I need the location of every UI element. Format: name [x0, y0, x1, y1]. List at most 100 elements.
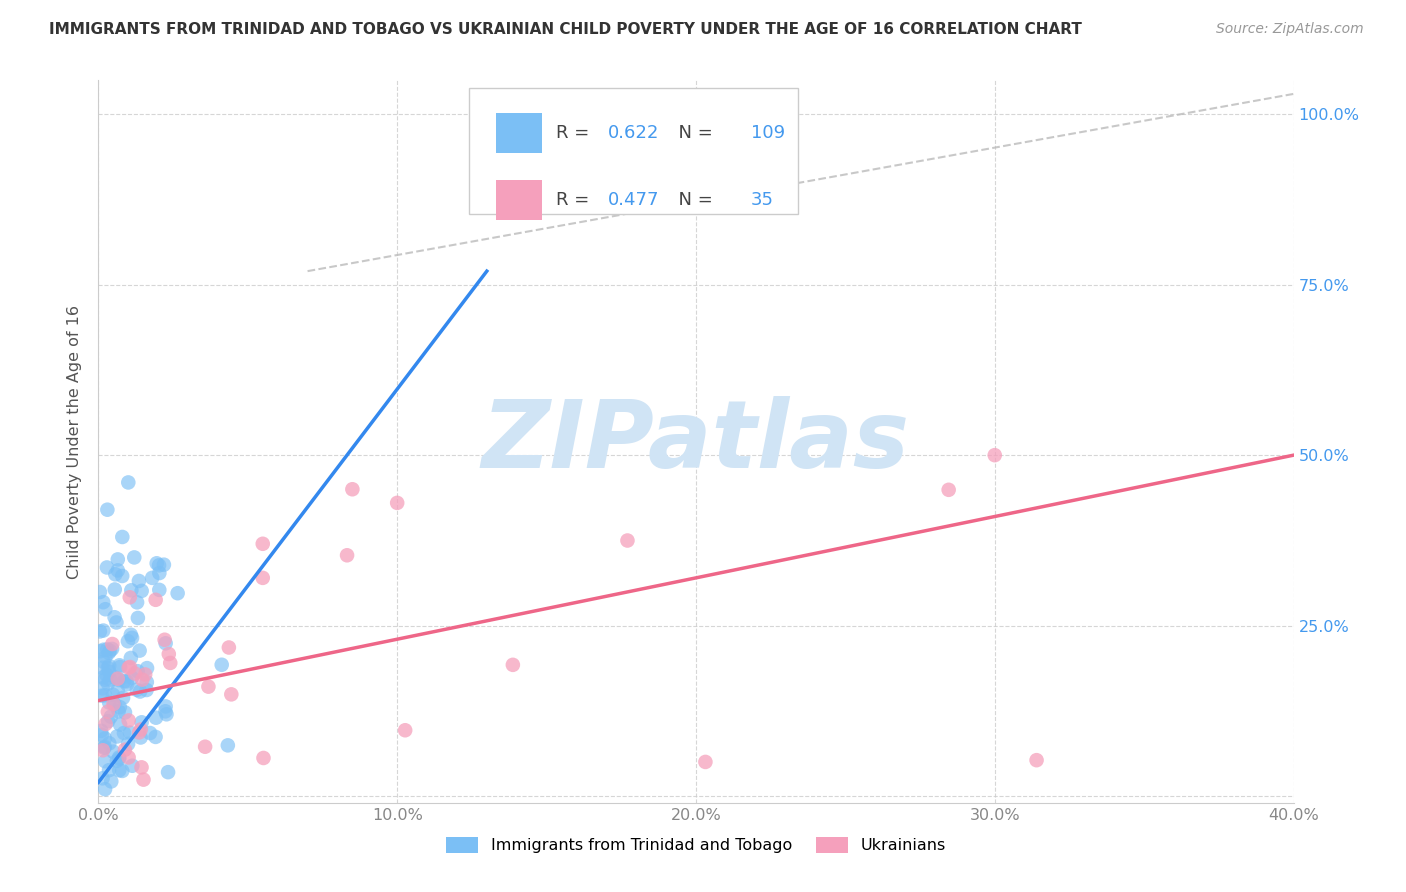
Point: [103, 697, 125, 711]
Point: [131, 583, 153, 598]
Point: [94, 731, 117, 746]
Point: [131, 673, 153, 687]
Point: [90, 723, 112, 738]
Point: [125, 682, 148, 697]
Point: [97, 676, 120, 690]
Point: [385, 496, 409, 510]
Point: [96, 642, 118, 657]
Point: [98, 763, 121, 777]
Point: [91, 681, 114, 696]
Point: [118, 660, 141, 674]
Text: 0.622: 0.622: [607, 124, 659, 142]
Point: [98, 644, 121, 658]
Point: [112, 690, 135, 705]
Point: [252, 571, 274, 585]
Point: [124, 550, 146, 565]
Point: [91, 624, 114, 638]
Point: [217, 739, 239, 753]
Point: [94, 650, 117, 665]
Point: [117, 750, 139, 764]
Point: [155, 707, 177, 722]
Point: [89, 644, 111, 658]
Point: [107, 672, 129, 686]
Point: [89, 585, 111, 599]
Point: [94, 688, 117, 702]
Point: [93, 740, 115, 755]
Point: [111, 764, 134, 778]
Point: [155, 699, 177, 714]
Point: [96, 668, 118, 682]
Point: [342, 482, 364, 496]
Point: [197, 680, 219, 694]
Text: 35: 35: [751, 191, 773, 209]
Point: [139, 726, 162, 740]
Point: [145, 730, 167, 744]
Point: [108, 660, 131, 674]
Point: [124, 666, 146, 681]
Point: [131, 760, 153, 774]
Point: [94, 717, 117, 731]
Text: 0.477: 0.477: [607, 191, 659, 209]
Point: [118, 591, 141, 605]
Point: [121, 758, 143, 772]
Text: 109: 109: [751, 124, 785, 142]
Point: [218, 640, 240, 655]
Point: [159, 656, 181, 670]
Point: [111, 530, 134, 544]
Point: [98, 736, 121, 750]
Point: [129, 684, 152, 698]
Point: [153, 558, 176, 572]
Point: [153, 632, 176, 647]
Point: [336, 549, 359, 563]
Point: [94, 782, 117, 797]
Point: [97, 661, 120, 675]
Point: [107, 683, 129, 698]
Point: [91, 670, 114, 684]
Point: [127, 611, 149, 625]
Point: [128, 643, 150, 657]
Point: [112, 726, 135, 740]
Point: [105, 754, 128, 768]
Text: IMMIGRANTS FROM TRINIDAD AND TOBAGO VS UKRAINIAN CHILD POVERTY UNDER THE AGE OF : IMMIGRANTS FROM TRINIDAD AND TOBAGO VS U…: [49, 22, 1083, 37]
FancyBboxPatch shape: [496, 112, 541, 153]
Point: [129, 731, 152, 745]
Point: [90, 689, 112, 703]
Point: [148, 566, 170, 580]
Point: [108, 750, 131, 764]
Point: [157, 765, 180, 780]
Point: [115, 677, 138, 691]
FancyBboxPatch shape: [470, 87, 797, 214]
Text: R =: R =: [557, 124, 595, 142]
Point: [105, 615, 128, 630]
Point: [221, 687, 243, 701]
Point: [127, 665, 149, 679]
Point: [121, 671, 143, 685]
Point: [91, 743, 114, 757]
Point: [141, 571, 163, 585]
Point: [90, 728, 112, 742]
Point: [128, 725, 150, 739]
Point: [91, 661, 114, 675]
Point: [94, 673, 117, 687]
Point: [132, 772, 155, 787]
Point: [252, 751, 274, 765]
Point: [97, 646, 120, 660]
Point: [103, 697, 125, 711]
Point: [118, 661, 141, 675]
Point: [128, 574, 150, 588]
Point: [98, 665, 121, 679]
Point: [108, 673, 131, 687]
Point: [101, 745, 124, 759]
Point: [115, 674, 138, 689]
Point: [100, 709, 122, 723]
Point: [166, 586, 188, 600]
Point: [117, 634, 139, 648]
Point: [94, 739, 117, 754]
Point: [93, 655, 115, 669]
Point: [108, 717, 131, 731]
Point: [104, 582, 127, 597]
Point: [616, 533, 638, 548]
Point: [89, 624, 111, 639]
Point: [120, 651, 142, 665]
Point: [96, 502, 118, 516]
